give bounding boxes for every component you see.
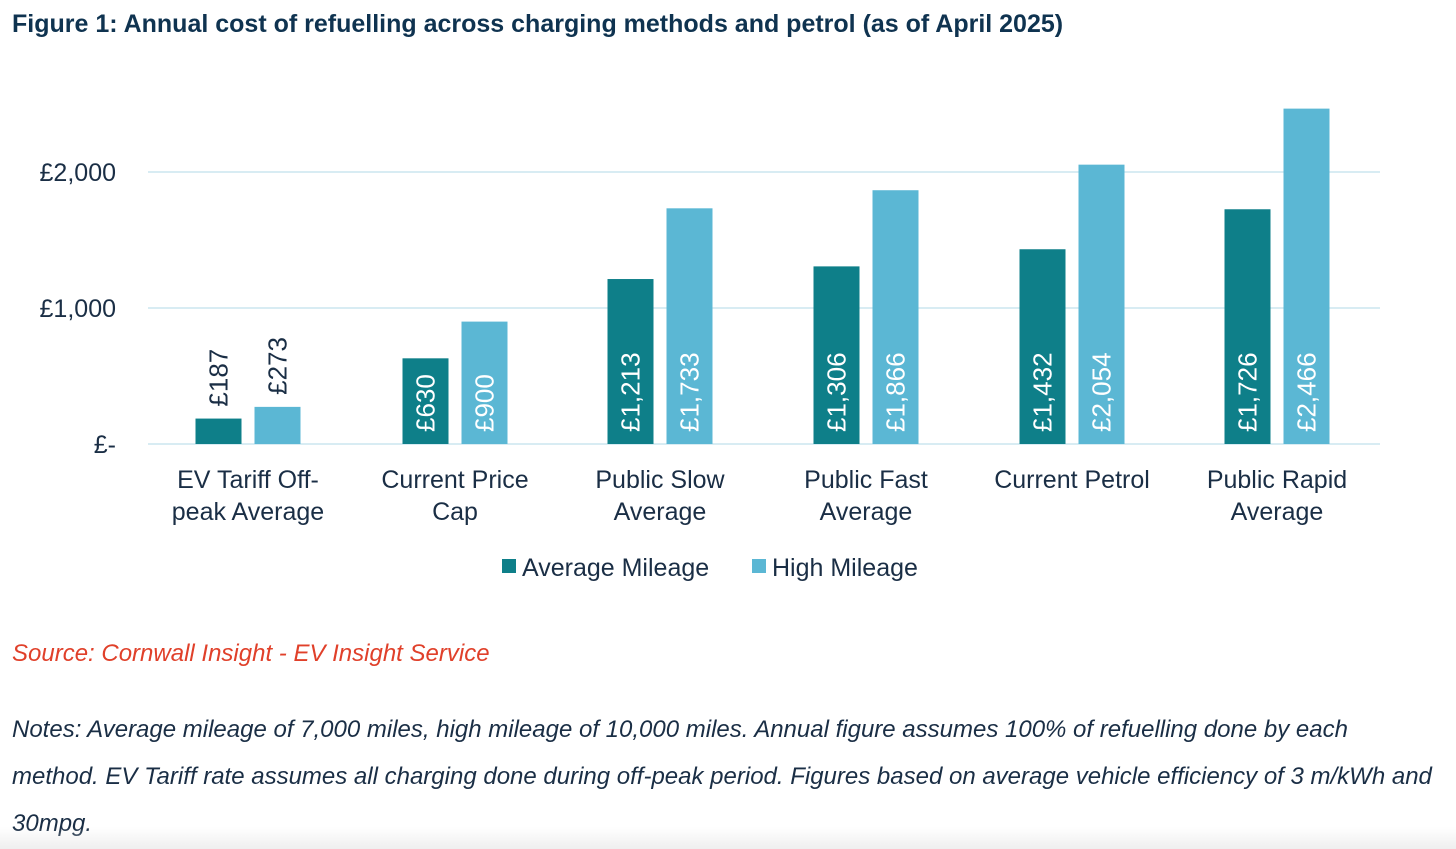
x-category-label: Current Price Cap (381, 466, 528, 526)
y-tick-label: £2,000 (40, 159, 116, 187)
data-label: £2,466 (1292, 352, 1322, 432)
bottom-fade (0, 827, 1456, 849)
legend-swatch (752, 559, 766, 573)
data-label: £900 (470, 374, 500, 432)
x-category-line: Public Slow (595, 466, 725, 494)
y-tick-label: £- (94, 431, 116, 459)
data-label: £630 (411, 374, 441, 432)
x-category-line: Current Petrol (994, 466, 1150, 494)
bar-high-mileage (255, 407, 301, 444)
x-category-label: EV Tariff Off-peak Average (172, 466, 324, 526)
source-note: Source: Cornwall Insight - EV Insight Se… (12, 640, 490, 668)
y-tick-label: £1,000 (40, 295, 116, 323)
data-label: £1,733 (675, 352, 705, 432)
x-category-line: Average (820, 498, 913, 526)
x-category-line: EV Tariff Off- (177, 466, 319, 494)
x-category-line: Current Price (381, 466, 528, 494)
bar-average-mileage (196, 419, 242, 444)
data-label: £1,726 (1233, 352, 1263, 432)
legend-swatch (502, 559, 516, 573)
data-label: £1,866 (881, 352, 911, 432)
data-label: £273 (263, 337, 293, 395)
data-label: £187 (204, 349, 234, 407)
x-category-label: Public Slow Average (595, 466, 725, 526)
x-category-line: Public Fast (804, 466, 928, 494)
data-label: £1,213 (616, 352, 646, 432)
x-category-label: Public Fast Average (804, 466, 928, 526)
data-label: £1,306 (822, 352, 852, 432)
x-category-line: Average (614, 498, 707, 526)
x-category-label: Public Rapid Average (1207, 466, 1347, 526)
notes-text: Notes: Average mileage of 7,000 miles, h… (12, 706, 1432, 847)
legend-label: High Mileage (772, 554, 918, 582)
x-category-line: Average (1231, 498, 1324, 526)
data-label: £1,432 (1028, 352, 1058, 432)
x-category-line: peak Average (172, 498, 324, 526)
legend-label: Average Mileage (522, 554, 709, 582)
x-category-label: Current Petrol (994, 466, 1150, 494)
data-label: £2,054 (1087, 352, 1117, 432)
x-category-line: Public Rapid (1207, 466, 1347, 494)
x-category-line: Cap (432, 498, 478, 526)
bar-chart: £- £1,000 £2,000 £187 £630 £1,213 £1,306 £1,432… (0, 0, 1456, 600)
